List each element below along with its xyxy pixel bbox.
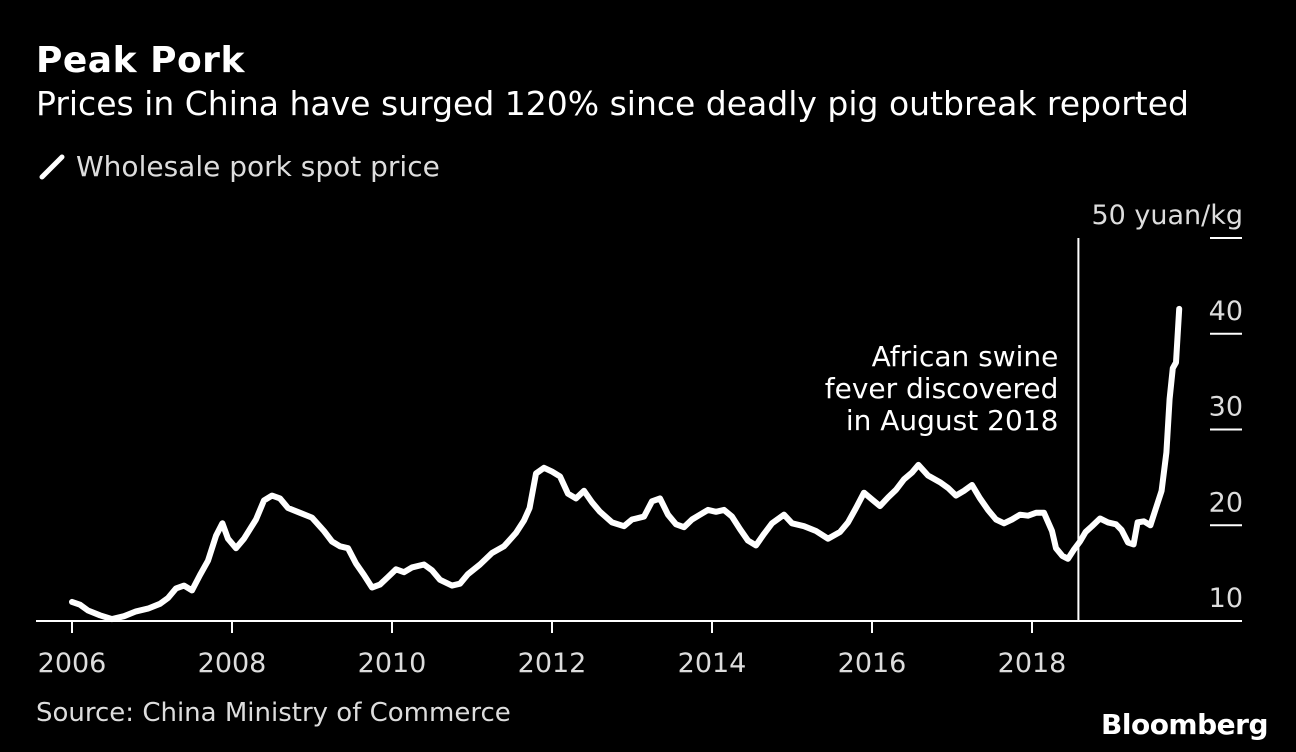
x-tick-label-2006: 2006 xyxy=(38,648,107,679)
bloomberg-logo: Bloomberg xyxy=(1101,708,1268,741)
legend: Wholesale pork spot price xyxy=(38,150,440,183)
annotation-text-line-1: African swine xyxy=(872,340,1059,373)
annotation-text-line-2: fever discovered xyxy=(825,372,1059,405)
chart-subtitle: Prices in China have surged 120% since d… xyxy=(36,84,1189,123)
legend-line-swatch xyxy=(38,153,66,181)
annotation-text-line-3: in August 2018 xyxy=(846,404,1059,437)
y-tick-label-30: 30 xyxy=(1209,392,1243,423)
series-line-wholesale-pork-price xyxy=(69,305,1183,623)
source-note: Source: China Ministry of Commerce xyxy=(36,698,511,728)
chart-title: Peak Pork xyxy=(36,40,245,81)
y-tick-label-50: 50 yuan/kg xyxy=(1091,200,1243,231)
y-tick-label-10: 10 xyxy=(1209,583,1243,614)
legend-swatch-icon xyxy=(39,154,65,179)
x-tick-label-2018: 2018 xyxy=(998,648,1067,679)
legend-label: Wholesale pork spot price xyxy=(76,150,440,183)
y-tick-label-40: 40 xyxy=(1209,296,1243,327)
x-tick-label-2012: 2012 xyxy=(518,648,587,679)
x-tick-label-2008: 2008 xyxy=(198,648,267,679)
y-tick-label-20: 20 xyxy=(1209,487,1243,518)
x-tick-label-2016: 2016 xyxy=(838,648,907,679)
x-tick-label-2010: 2010 xyxy=(358,648,427,679)
x-tick-label-2014: 2014 xyxy=(678,648,747,679)
